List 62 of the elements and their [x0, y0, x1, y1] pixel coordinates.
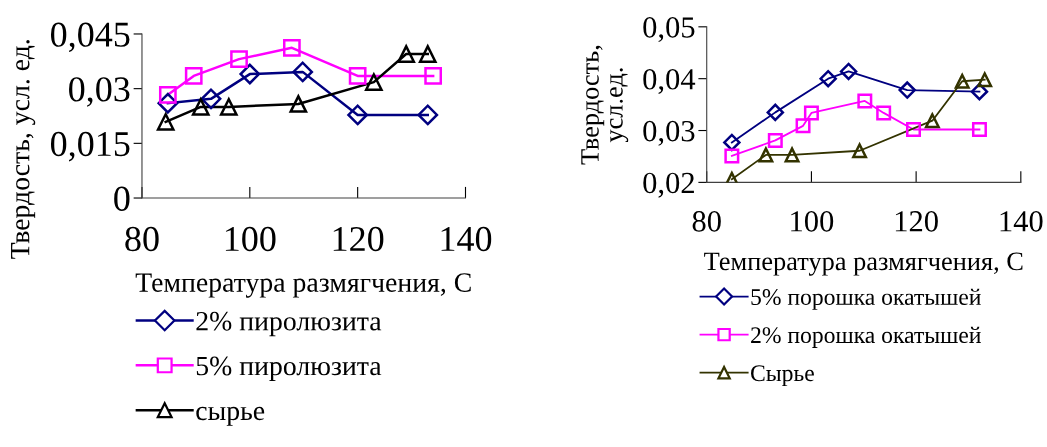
x-tick-label: 120 — [895, 211, 938, 232]
point — [289, 95, 308, 113]
y-tick-label: 0,05 — [643, 17, 695, 43]
point — [766, 103, 785, 122]
x-tick-label: 120 — [333, 226, 384, 252]
point — [191, 97, 210, 116]
point — [767, 132, 783, 148]
point — [364, 73, 383, 91]
x-axis-title: Температура размягчения, С — [135, 273, 471, 298]
point — [184, 67, 203, 85]
point — [158, 85, 177, 104]
x-tick-label: 100 — [791, 211, 834, 232]
x-tick-label: 140 — [1000, 211, 1043, 232]
x-tick-label: 80 — [692, 211, 721, 232]
point — [954, 73, 970, 89]
point — [839, 62, 858, 81]
point — [156, 112, 175, 131]
point — [219, 97, 238, 116]
point — [971, 121, 987, 137]
point — [795, 118, 811, 134]
point — [347, 104, 369, 126]
point — [906, 121, 922, 137]
x-tick-label: 100 — [225, 226, 276, 252]
point — [397, 45, 416, 63]
y-axis-title: Твердость, усл. ед. — [11, 40, 36, 259]
point — [200, 88, 222, 110]
y-tick-label: 0 — [114, 186, 130, 211]
point — [282, 38, 301, 57]
point — [758, 147, 774, 163]
point — [819, 69, 837, 88]
legend-label: Сырье — [751, 365, 814, 386]
point — [876, 105, 892, 121]
y-tick-label: 0,045 — [50, 22, 130, 53]
point — [924, 113, 940, 129]
point — [417, 104, 439, 126]
point — [852, 143, 868, 159]
legend-label: 5% порошка окатышей — [751, 288, 981, 310]
y-axis-title: Твердость, усл.ед. — [581, 45, 629, 165]
legend-label: 5% пиролюзита — [196, 356, 382, 382]
point — [418, 45, 437, 63]
y-tick-label: 0,015 — [50, 131, 130, 162]
legend-label: 2% порошка окатышей — [751, 326, 981, 348]
legend-label: 2% пиролюзита — [196, 311, 382, 337]
point — [348, 67, 367, 85]
y-tick-label: 0,04 — [643, 68, 696, 94]
point — [239, 63, 261, 85]
point — [857, 93, 873, 109]
point — [724, 148, 740, 164]
x-axis-title: Температура размягчения, С — [704, 252, 1023, 276]
point — [424, 67, 443, 85]
x-tick-label: 80 — [125, 226, 159, 252]
y-tick-label: 0,02 — [643, 172, 694, 198]
point — [898, 81, 916, 99]
point — [977, 72, 993, 88]
point — [784, 147, 800, 163]
y-tick-label: 0,03 — [643, 120, 695, 146]
point — [230, 50, 248, 69]
point — [803, 105, 819, 121]
legend-label: сырье — [196, 406, 265, 426]
y-tick-label: 0,03 — [69, 77, 130, 107]
x-tick-label: 140 — [441, 226, 492, 252]
point — [292, 61, 314, 83]
